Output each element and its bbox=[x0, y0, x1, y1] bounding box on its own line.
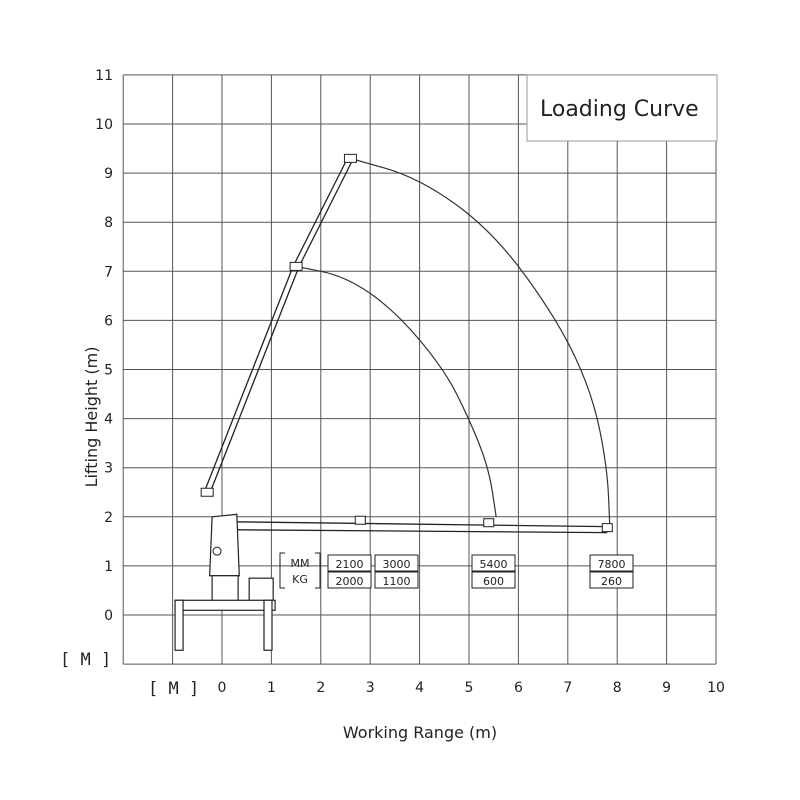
y-tick-label: 11 bbox=[95, 68, 113, 84]
y-tick-label: 4 bbox=[104, 412, 113, 428]
x-tick-label: 10 bbox=[707, 680, 725, 696]
crane-column bbox=[209, 513, 240, 577]
load-table-kg-value: 2000 bbox=[336, 575, 364, 588]
load-table-cell bbox=[374, 571, 419, 589]
y-tick-label: 1 bbox=[104, 559, 113, 575]
crane-base-beam bbox=[174, 599, 276, 611]
crane-pivot bbox=[212, 546, 222, 556]
x-tick-label: 9 bbox=[662, 680, 671, 696]
boom-joint bbox=[601, 523, 613, 533]
load-table-mm-value: 7800 bbox=[598, 558, 626, 571]
x-tick-label: 7 bbox=[563, 680, 572, 696]
chart-title: Loading Curve bbox=[540, 97, 699, 122]
loading-curve-1 bbox=[350, 157, 611, 527]
x-tick-label: 5 bbox=[465, 680, 474, 696]
boom-joint bbox=[200, 487, 214, 497]
crane-winch bbox=[248, 577, 274, 603]
x-tick-label: 1 bbox=[267, 680, 276, 696]
load-table-kg-value: 1100 bbox=[383, 575, 411, 588]
y-axis-title: Lifting Height (m) bbox=[82, 347, 101, 488]
load-table-cell bbox=[471, 554, 516, 572]
load-table-kg-value: 260 bbox=[601, 575, 622, 588]
y-tick-label: 9 bbox=[104, 166, 113, 182]
boom-joint bbox=[354, 515, 366, 525]
x-tick-labels: 0 1 2 3 4 5 6 7 8 9 10 bbox=[218, 680, 725, 696]
boom-joint bbox=[289, 261, 303, 271]
boom-joint bbox=[483, 518, 495, 528]
y-tick-labels: 0 1 2 3 4 5 6 7 8 9 10 11 bbox=[95, 68, 113, 624]
boom-horizontal-edge bbox=[226, 521, 608, 528]
load-table-bracket bbox=[315, 552, 321, 589]
x-axis-title: Working Range (m) bbox=[343, 723, 497, 742]
load-table-mm-value: 2100 bbox=[336, 558, 364, 571]
load-table-mm-value: 3000 bbox=[383, 558, 411, 571]
y-tick-label: 7 bbox=[104, 264, 113, 280]
load-table-cell bbox=[374, 554, 419, 572]
loading-curves bbox=[295, 157, 611, 527]
x-tick-label: 6 bbox=[514, 680, 523, 696]
x-tick-label: 0 bbox=[218, 680, 227, 696]
crane-turret bbox=[211, 575, 239, 603]
x-tick-label: 8 bbox=[613, 680, 622, 696]
y-tick-label: 10 bbox=[95, 117, 113, 133]
y-unit-label: [ M ] bbox=[60, 650, 111, 670]
boom-inclined-edge bbox=[209, 266, 300, 493]
load-table-bracket bbox=[279, 552, 285, 589]
load-table-cell bbox=[471, 571, 516, 589]
x-tick-label: 2 bbox=[316, 680, 325, 696]
load-table: MM KG 2100 2000 3000 1100 5400 600 7800 260 bbox=[279, 552, 634, 589]
outrigger-right bbox=[263, 599, 273, 651]
y-tick-label: 8 bbox=[104, 215, 113, 231]
boom-inclined-edge bbox=[298, 158, 355, 267]
y-tick-label: 0 bbox=[104, 608, 113, 624]
outrigger-left bbox=[174, 599, 184, 651]
boom-joint bbox=[343, 153, 357, 163]
load-table-cell bbox=[327, 554, 372, 572]
grid bbox=[122, 74, 717, 665]
load-table-mm-value: 5400 bbox=[480, 558, 508, 571]
x-tick-label: 4 bbox=[415, 680, 424, 696]
boom-inclined-edge bbox=[292, 158, 349, 267]
boom-horizontal-edge bbox=[226, 529, 608, 534]
boom-inclined-edge bbox=[203, 266, 294, 493]
load-table-cell bbox=[589, 554, 634, 572]
y-tick-label: 5 bbox=[104, 363, 113, 379]
load-table-cell bbox=[589, 571, 634, 589]
loading-curve-0 bbox=[295, 265, 497, 517]
load-table-kg-value: 600 bbox=[483, 575, 504, 588]
x-tick-label: 3 bbox=[366, 680, 375, 696]
y-tick-label: 6 bbox=[104, 313, 113, 329]
legend-box: Loading Curve bbox=[526, 74, 718, 142]
load-table-row-label-kg: KG bbox=[292, 573, 308, 586]
y-tick-label: 2 bbox=[104, 510, 113, 526]
x-unit-label: [ M ] bbox=[148, 679, 199, 699]
load-table-row-label-mm: MM bbox=[291, 557, 310, 570]
crane-drawing bbox=[174, 153, 613, 651]
load-table-cell bbox=[327, 571, 372, 589]
y-tick-label: 3 bbox=[104, 461, 113, 477]
